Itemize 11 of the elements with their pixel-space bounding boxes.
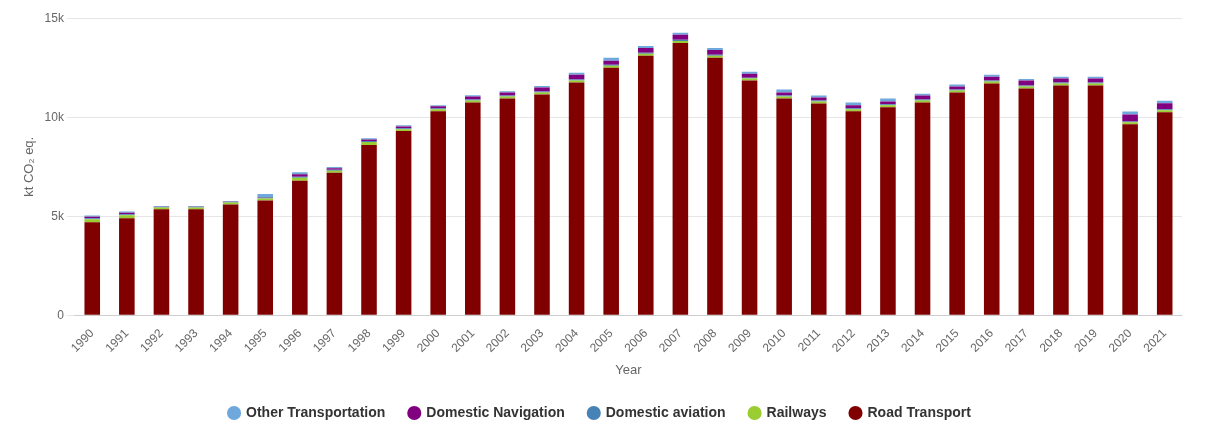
legend-label: Domestic Navigation: [426, 403, 565, 420]
y-tick-label: 5k: [51, 208, 65, 223]
x-axis-title: Year: [615, 361, 643, 377]
y-axis-title: kt CO₂ eq.: [21, 136, 37, 197]
y-tick-label: 0: [57, 307, 65, 322]
y-tick-label: 15k: [44, 10, 65, 25]
legend-label: Railways: [766, 403, 827, 420]
legend-label: Domestic aviation: [605, 403, 726, 420]
legend-label: Other Transportation: [246, 403, 386, 420]
legend-label: Road Transport: [867, 403, 972, 420]
y-tick-label: 10k: [44, 109, 65, 124]
